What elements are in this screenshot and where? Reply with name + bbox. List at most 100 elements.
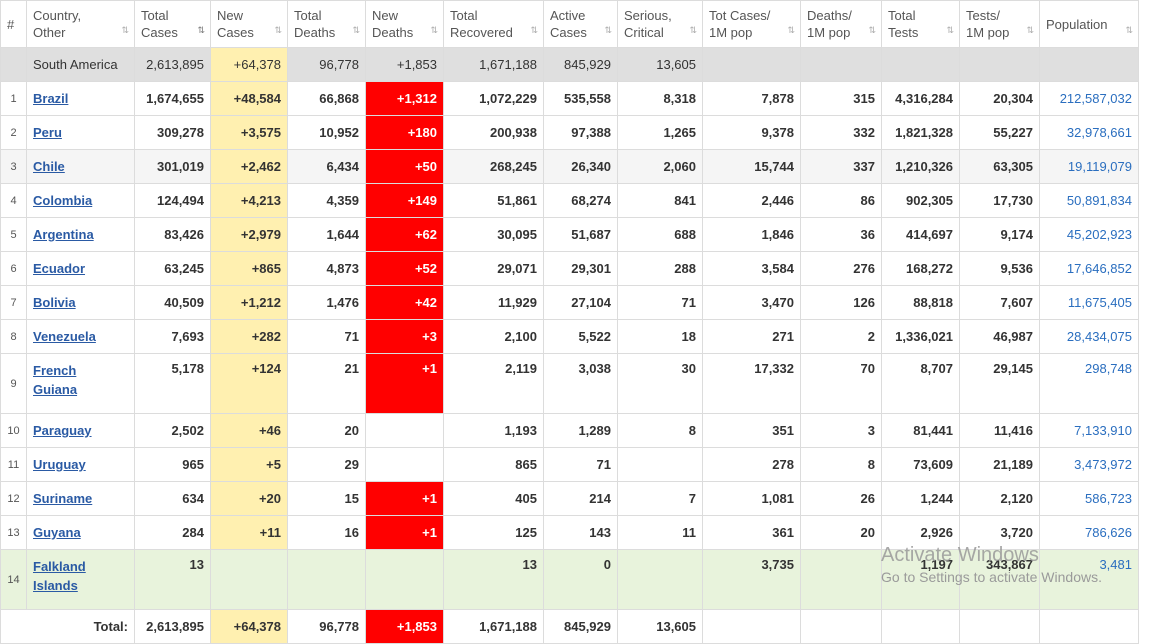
header-deaths-per-1m[interactable]: Deaths/1M pop ⇅ xyxy=(800,0,882,48)
country-link[interactable]: Ecuador xyxy=(33,261,86,276)
new-cases-cell: +2,979 xyxy=(210,217,288,252)
header-label: Active Cases xyxy=(550,8,587,40)
country-link[interactable]: Brazil xyxy=(33,91,69,106)
country-link[interactable]: Suriname xyxy=(33,491,93,506)
header-total-tests[interactable]: Total Tests ⇅ xyxy=(881,0,960,48)
header-cases-per-1m[interactable]: Tot Cases/1M pop ⇅ xyxy=(702,0,801,48)
header-new-deaths[interactable]: New Deaths ⇅ xyxy=(365,0,444,48)
new-cases-cell: +282 xyxy=(210,319,288,354)
country-link[interactable]: Bolivia xyxy=(33,295,76,310)
total-cases-cell: 124,494 xyxy=(134,183,211,218)
header-label: Total Tests xyxy=(888,8,919,40)
header-total-recovered[interactable]: Total Recovered ⇅ xyxy=(443,0,544,48)
total-recovered-cell: 405 xyxy=(443,481,544,516)
sort-icon[interactable]: ⇅ xyxy=(689,25,697,35)
serious-cell: 8 xyxy=(617,413,703,448)
country-link[interactable]: Colombia xyxy=(33,193,93,208)
active-cases-cell: 26,340 xyxy=(543,149,618,184)
sort-icon[interactable]: ⇅ xyxy=(274,25,282,35)
total-cases-cell: 2,502 xyxy=(134,413,211,448)
header-index[interactable]: # xyxy=(0,0,27,48)
total-deaths-cell xyxy=(287,549,366,610)
sort-icon[interactable]: ⇅ xyxy=(530,25,538,35)
total-total-deaths: 96,778 xyxy=(287,609,366,644)
sort-icon[interactable]: ⇅ xyxy=(946,25,954,35)
tests-per-1m-cell: 29,145 xyxy=(959,353,1040,414)
sort-icon[interactable]: ⇅ xyxy=(1125,25,1133,35)
row-index: 7 xyxy=(0,285,27,320)
header-label: Total Deaths xyxy=(294,8,336,40)
total-deaths-cell: 1,476 xyxy=(287,285,366,320)
total-recovered-cell: 51,861 xyxy=(443,183,544,218)
new-cases-cell: +2,462 xyxy=(210,149,288,184)
header-active-cases[interactable]: Active Cases ⇅ xyxy=(543,0,618,48)
country-link[interactable]: Peru xyxy=(33,125,62,140)
header-total-deaths[interactable]: Total Deaths ⇅ xyxy=(287,0,366,48)
sort-icon[interactable]: ⇅ xyxy=(197,25,205,35)
table-row: 9 French Guiana 5,178 +124 21 +1 2,119 3,038 30 1… xyxy=(0,353,1139,414)
country-link[interactable]: Argentina xyxy=(33,227,94,242)
active-cases-cell: 214 xyxy=(543,481,618,516)
new-deaths-cell xyxy=(365,549,444,610)
row-index: 13 xyxy=(0,515,27,550)
population-cell: 586,723 xyxy=(1039,481,1139,516)
total-recovered-cell: 1,193 xyxy=(443,413,544,448)
new-deaths-cell: +149 xyxy=(365,183,444,218)
population-cell: 11,675,405 xyxy=(1039,285,1139,320)
country-link[interactable]: Venezuela xyxy=(33,329,96,344)
sort-icon[interactable]: ⇅ xyxy=(121,25,129,35)
serious-cell: 30 xyxy=(617,353,703,414)
total-cases-cell: 5,178 xyxy=(134,353,211,414)
total-recovered-cell: 29,071 xyxy=(443,251,544,286)
serious-cell: 688 xyxy=(617,217,703,252)
sort-icon[interactable]: ⇅ xyxy=(868,25,876,35)
country-cell: Chile xyxy=(26,149,135,184)
header-new-cases[interactable]: New Cases ⇅ xyxy=(210,0,288,48)
region-new-deaths: +1,853 xyxy=(365,47,444,82)
header-serious-critical[interactable]: Serious, Critical ⇅ xyxy=(617,0,703,48)
header-population[interactable]: Population ⇅ xyxy=(1039,0,1139,48)
new-cases-cell: +124 xyxy=(210,353,288,414)
country-link[interactable]: Falkland Islands xyxy=(33,559,86,593)
country-cell: Argentina xyxy=(26,217,135,252)
row-index: 2 xyxy=(0,115,27,150)
total-empty-cell xyxy=(702,609,801,644)
cases-per-1m-cell: 1,081 xyxy=(702,481,801,516)
row-index: 10 xyxy=(0,413,27,448)
country-link[interactable]: Uruguay xyxy=(33,457,86,472)
active-cases-cell: 535,558 xyxy=(543,81,618,116)
sort-icon[interactable]: ⇅ xyxy=(787,25,795,35)
sort-icon[interactable]: ⇅ xyxy=(1026,25,1034,35)
total-deaths-cell: 16 xyxy=(287,515,366,550)
region-empty-cell xyxy=(800,47,882,82)
new-deaths-cell: +52 xyxy=(365,251,444,286)
total-total-recovered: 1,671,188 xyxy=(443,609,544,644)
new-deaths-cell: +62 xyxy=(365,217,444,252)
new-deaths-cell xyxy=(365,413,444,448)
total-deaths-cell: 1,644 xyxy=(287,217,366,252)
country-link[interactable]: French Guiana xyxy=(33,363,78,397)
header-total-cases[interactable]: Total Cases ⇅ xyxy=(134,0,211,48)
sort-icon[interactable]: ⇅ xyxy=(352,25,360,35)
total-deaths-cell: 4,359 xyxy=(287,183,366,218)
sort-icon[interactable]: ⇅ xyxy=(604,25,612,35)
sort-icon[interactable]: ⇅ xyxy=(430,25,438,35)
country-cell: Brazil xyxy=(26,81,135,116)
population-cell: 19,119,079 xyxy=(1039,149,1139,184)
country-link[interactable]: Paraguay xyxy=(33,423,92,438)
tests-per-1m-cell: 20,304 xyxy=(959,81,1040,116)
region-name: South America xyxy=(26,47,135,82)
active-cases-cell: 0 xyxy=(543,549,618,610)
region-new-cases: +64,378 xyxy=(210,47,288,82)
table-row: 3 Chile 301,019 +2,462 6,434 +50 268,245 26,340… xyxy=(0,149,1139,184)
header-country[interactable]: Country, Other ⇅ xyxy=(26,0,135,48)
header-row: # Country, Other ⇅ Total Cases ⇅ New Cases ⇅ Total… xyxy=(0,0,1139,48)
header-tests-per-1m[interactable]: Tests/1M pop ⇅ xyxy=(959,0,1040,48)
total-deaths-cell: 10,952 xyxy=(287,115,366,150)
table-row: 1 Brazil 1,674,655 +48,584 66,868 +1,312 1,072… xyxy=(0,81,1139,116)
country-link[interactable]: Guyana xyxy=(33,525,81,540)
active-cases-cell: 51,687 xyxy=(543,217,618,252)
country-link[interactable]: Chile xyxy=(33,159,65,174)
new-deaths-cell: +1 xyxy=(365,353,444,414)
